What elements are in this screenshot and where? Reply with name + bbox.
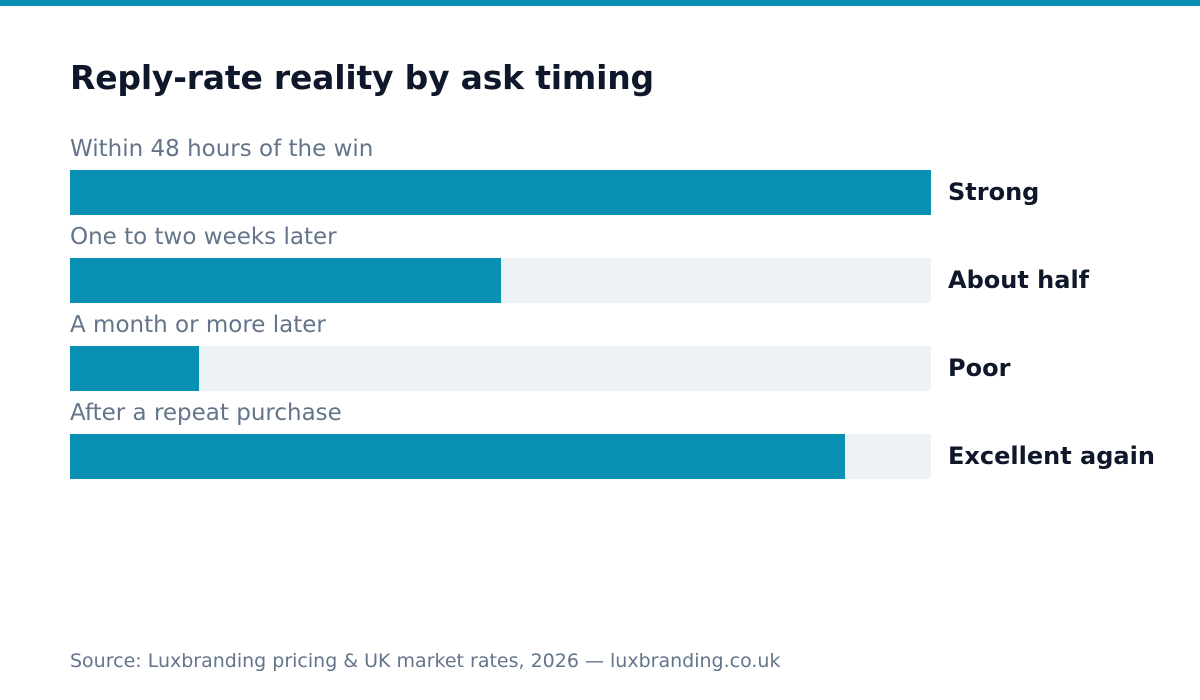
bar-value-label: About half <box>948 266 1090 294</box>
bar-value-label: Poor <box>948 354 1011 382</box>
bar-row: Within 48 hours of the win Strong <box>70 134 1170 222</box>
bar-value-label: Excellent again <box>948 442 1155 470</box>
bar-track <box>70 346 931 391</box>
bar-row: One to two weeks later About half <box>70 222 1170 310</box>
bar-chart: Within 48 hours of the win Strong One to t… <box>70 134 1170 486</box>
bar <box>70 434 845 479</box>
category-label: Within 48 hours of the win <box>70 136 374 162</box>
bar <box>70 170 931 215</box>
bar <box>70 258 501 303</box>
bar-value-label: Strong <box>948 178 1040 206</box>
category-label: One to two weeks later <box>70 224 337 250</box>
chart-title: Reply-rate reality by ask timing <box>70 58 654 97</box>
bar-track <box>70 170 931 215</box>
bar-row: After a repeat purchase Excellent again <box>70 398 1170 486</box>
source-note: Source: Luxbranding pricing & UK market … <box>70 650 781 672</box>
category-label: A month or more later <box>70 312 326 338</box>
bar-track <box>70 258 931 303</box>
category-label: After a repeat purchase <box>70 400 342 426</box>
bar-track <box>70 434 931 479</box>
bar-row: A month or more later Poor <box>70 310 1170 398</box>
bar <box>70 346 199 391</box>
top-accent-rule <box>0 0 1200 6</box>
